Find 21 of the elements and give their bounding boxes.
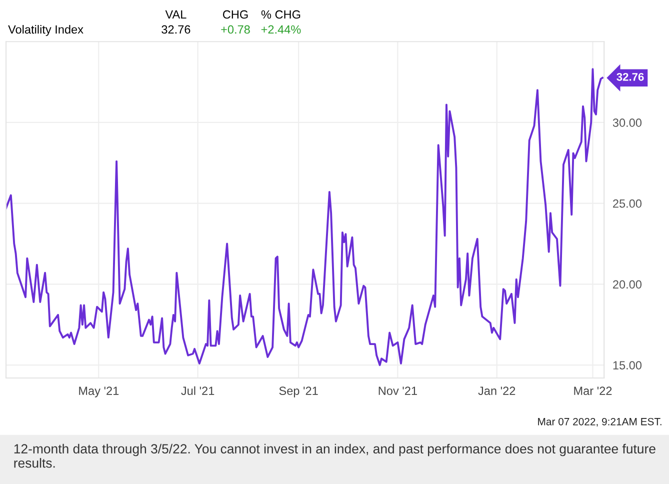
text: 32.76 <box>162 25 190 34</box>
text: CHG <box>222 10 248 19</box>
x-tick-label: Mar '22 <box>574 386 612 396</box>
x-tick-label: Jul '21 <box>181 386 214 396</box>
annotation: 32.76 <box>616 72 644 81</box>
x-tick-label: Sep '21 <box>279 386 318 398</box>
x-tick-label: May '21 <box>79 386 119 398</box>
text: % CHG <box>261 10 300 19</box>
text: Mar 07 2022, 9:21AM EST. <box>538 418 662 427</box>
text: +0.78 <box>221 25 250 34</box>
text: VAL <box>165 10 186 19</box>
x-tick-label: Jan '22 <box>478 386 516 396</box>
text: Volatility Index <box>8 24 84 36</box>
text: +2.44% <box>261 25 301 34</box>
x-tick-label: Nov '21 <box>378 386 417 396</box>
y-tick-label: 25.00 <box>613 199 642 208</box>
line-series <box>6 68 604 366</box>
text: 12-month data through 3/5/22. You cannot invest in an index, and past performance does not guarantee future results. <box>14 444 656 468</box>
y-tick-label: 15.00 <box>613 361 642 370</box>
y-tick-label: 30.00 <box>612 118 642 127</box>
y-tick-label: 20.00 <box>613 280 642 289</box>
